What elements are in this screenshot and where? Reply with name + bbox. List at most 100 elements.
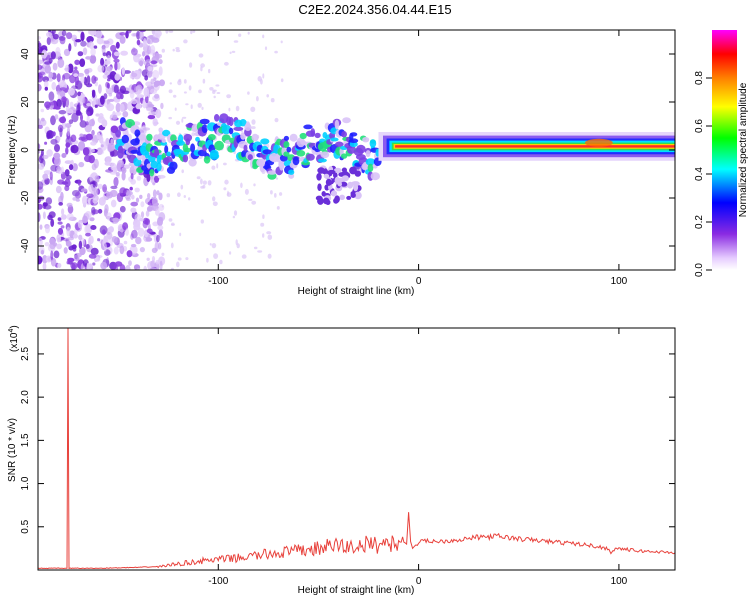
noise-dot bbox=[117, 159, 125, 168]
noise-dot bbox=[68, 164, 74, 171]
noise-dot bbox=[181, 118, 184, 123]
noise-dot bbox=[86, 75, 91, 85]
noise-dot bbox=[89, 217, 95, 222]
noise-dot bbox=[100, 57, 105, 67]
snr-plot-area bbox=[38, 328, 675, 570]
noise-dot bbox=[49, 101, 57, 106]
noise-dot bbox=[209, 243, 212, 246]
noise-dot bbox=[97, 238, 101, 242]
noise-dot bbox=[113, 177, 119, 187]
noise-dot bbox=[94, 104, 98, 108]
noise-dot bbox=[147, 104, 155, 108]
noise-dot bbox=[213, 95, 216, 99]
snr-multiplier-close: ) bbox=[9, 325, 20, 328]
spectrogram-x-tick-label: 100 bbox=[611, 276, 628, 287]
noise-dot bbox=[206, 257, 209, 263]
signal-blob bbox=[240, 132, 247, 140]
noise-dot bbox=[70, 144, 79, 154]
noise-dot bbox=[101, 119, 108, 128]
noise-dot bbox=[102, 52, 107, 57]
noise-dot bbox=[46, 37, 51, 45]
signal-blob bbox=[340, 181, 348, 187]
signal-blob bbox=[354, 191, 362, 200]
noise-dot bbox=[119, 103, 125, 113]
noise-dot bbox=[157, 54, 163, 59]
noise-dot bbox=[45, 255, 52, 263]
noise-dot bbox=[113, 51, 120, 57]
noise-dot bbox=[275, 177, 279, 180]
snr-y-tick-label: 1.5 bbox=[20, 433, 31, 447]
snr-x-tick-label: -100 bbox=[208, 576, 228, 587]
noise-dot bbox=[103, 235, 109, 244]
noise-dot bbox=[42, 202, 47, 210]
noise-dot bbox=[102, 74, 109, 79]
noise-dot bbox=[92, 262, 96, 266]
noise-dot bbox=[130, 201, 138, 207]
signal-blob bbox=[299, 132, 307, 140]
noise-dot bbox=[125, 228, 129, 236]
noise-dot bbox=[190, 104, 193, 109]
noise-dot bbox=[183, 195, 186, 198]
noise-dot bbox=[280, 40, 283, 44]
noise-dot bbox=[38, 59, 44, 65]
signal-blob bbox=[323, 173, 330, 179]
noise-dot bbox=[161, 48, 165, 53]
noise-dot bbox=[82, 97, 86, 104]
noise-dot bbox=[48, 71, 54, 79]
signal-blob bbox=[301, 160, 311, 166]
noise-dot bbox=[56, 166, 62, 171]
noise-dot bbox=[72, 197, 77, 201]
noise-dot bbox=[182, 116, 187, 119]
noise-dot bbox=[57, 217, 62, 222]
noise-dot bbox=[80, 31, 85, 42]
noise-dot bbox=[161, 252, 165, 256]
noise-dot bbox=[97, 64, 105, 73]
noise-dot bbox=[94, 175, 100, 183]
noise-dot bbox=[40, 249, 45, 255]
noise-dot bbox=[103, 40, 110, 44]
noise-dot bbox=[61, 214, 67, 220]
noise-dot bbox=[189, 62, 193, 68]
noise-dot bbox=[223, 187, 227, 191]
noise-dot bbox=[143, 265, 147, 270]
noise-dot bbox=[130, 98, 138, 105]
noise-dot bbox=[188, 85, 192, 91]
noise-dot bbox=[48, 211, 56, 219]
spectrogram-y-tick-label: 0 bbox=[20, 147, 31, 153]
noise-dot bbox=[129, 186, 133, 191]
colorbar-tick-label: 0.4 bbox=[694, 167, 705, 181]
noise-dot bbox=[107, 74, 115, 80]
noise-dot bbox=[192, 30, 196, 33]
noise-dot bbox=[146, 228, 153, 234]
noise-dot bbox=[251, 200, 257, 205]
noise-dot bbox=[211, 165, 216, 170]
noise-dot bbox=[151, 247, 158, 253]
noise-dot bbox=[65, 147, 69, 155]
noise-dot bbox=[131, 72, 138, 78]
noise-dot bbox=[224, 179, 229, 185]
noise-dot bbox=[50, 138, 58, 145]
noise-dot bbox=[244, 188, 249, 195]
noise-dot bbox=[229, 51, 232, 55]
noise-dot bbox=[120, 228, 124, 233]
noise-dot bbox=[280, 78, 284, 83]
noise-dot bbox=[61, 30, 67, 37]
noise-dot bbox=[168, 116, 172, 120]
signal-blob bbox=[182, 154, 189, 163]
noise-dot bbox=[104, 161, 111, 166]
noise-dot bbox=[196, 176, 201, 180]
noise-dot bbox=[90, 247, 99, 256]
signal-blob bbox=[150, 160, 158, 169]
signal-blob bbox=[121, 134, 129, 144]
noise-dot bbox=[113, 246, 119, 255]
noise-dot bbox=[107, 142, 116, 152]
noise-dot bbox=[106, 103, 115, 112]
signal-blob bbox=[228, 127, 234, 135]
noise-dot bbox=[266, 231, 272, 235]
noise-dot bbox=[165, 30, 169, 34]
noise-dot bbox=[152, 189, 157, 198]
noise-dot bbox=[55, 185, 62, 194]
noise-dot bbox=[43, 170, 52, 175]
noise-dot bbox=[235, 105, 240, 112]
noise-dot bbox=[78, 161, 85, 168]
